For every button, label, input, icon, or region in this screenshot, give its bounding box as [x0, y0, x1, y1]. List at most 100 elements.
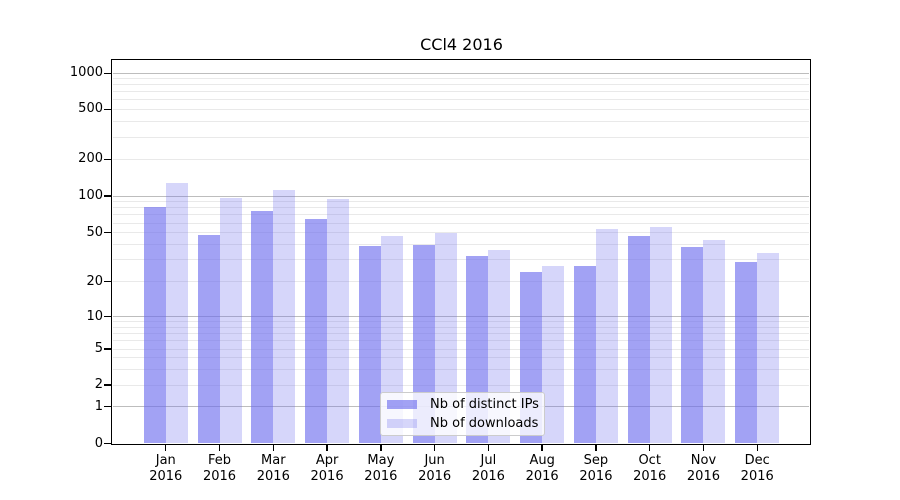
y-tick-mark — [104, 348, 111, 350]
bar-distinct-ips-dec — [735, 261, 758, 443]
y-gridline-minor — [113, 207, 809, 209]
y-tick-label: 2 — [94, 377, 103, 392]
x-tick-label: Apr 2016 — [310, 453, 344, 484]
y-gridline-minor — [113, 232, 809, 234]
legend-label-distinct-ips: Nb of distinct IPs — [430, 397, 539, 413]
y-gridline-minor — [113, 332, 809, 334]
bar-downloads-may — [380, 235, 403, 443]
y-gridline-major — [113, 195, 809, 197]
x-tick-mark — [326, 445, 328, 451]
x-tick-mark — [165, 445, 167, 451]
x-tick-label: Aug 2016 — [525, 453, 559, 484]
x-tick-mark — [272, 445, 274, 451]
bar-downloads-mar — [273, 189, 296, 443]
bar-downloads-aug — [542, 265, 565, 443]
y-gridline-minor — [113, 158, 809, 160]
y-gridline-minor — [113, 91, 809, 93]
y-gridline-minor — [113, 99, 809, 101]
y-gridline-minor — [113, 201, 809, 203]
x-tick-mark — [541, 445, 543, 451]
y-gridline-minor — [113, 281, 809, 282]
y-gridline-minor — [113, 78, 809, 80]
y-tick-mark — [104, 108, 111, 110]
bar-downloads-nov — [703, 239, 726, 443]
y-tick-label: 100 — [78, 188, 103, 203]
legend-swatch-downloads — [387, 418, 417, 428]
legend-label-downloads: Nb of downloads — [430, 415, 539, 431]
bar-distinct-ips-nov — [681, 247, 704, 443]
y-gridline-minor — [113, 120, 809, 122]
bar-downloads-feb — [219, 198, 242, 443]
y-tick-label: 500 — [78, 101, 103, 117]
y-gridline-minor — [113, 348, 809, 350]
y-tick-label: 5 — [94, 341, 103, 356]
y-gridline-minor — [113, 259, 809, 261]
x-tick-label: Dec 2016 — [740, 453, 774, 484]
y-gridline-minor — [113, 340, 809, 341]
bar-downloads-sep — [595, 228, 618, 443]
y-tick-mark — [104, 316, 111, 318]
x-tick-label: May 2016 — [364, 453, 398, 484]
x-tick-mark — [433, 445, 436, 451]
bar-downloads-dec — [757, 253, 780, 443]
y-gridline-minor — [113, 357, 809, 359]
x-tick-label: Oct 2016 — [633, 453, 667, 484]
x-tick-label: Sep 2016 — [579, 453, 613, 484]
bar-distinct-ips-oct — [627, 235, 650, 443]
y-tick-label: 0 — [94, 435, 103, 451]
y-gridline-minor — [113, 214, 809, 216]
y-tick-mark — [104, 232, 111, 234]
y-tick-mark — [104, 195, 111, 197]
legend: Nb of distinct IPs Nb of downloads — [380, 392, 545, 436]
y-gridline-minor — [113, 222, 809, 224]
y-tick-label: 200 — [78, 151, 103, 167]
x-tick-label: Feb 2016 — [202, 453, 237, 484]
legend-swatch-distinct-ips — [387, 400, 417, 410]
y-gridline-major — [113, 72, 809, 74]
x-tick-mark — [380, 445, 382, 451]
y-tick-label: 1 — [94, 398, 103, 414]
bar-downloads-apr — [327, 198, 350, 443]
x-tick-label: Jun 2016 — [418, 453, 452, 484]
y-tick-label: 20 — [86, 273, 103, 289]
y-gridline-minor — [113, 84, 809, 86]
x-tick-mark — [648, 445, 651, 451]
x-tick-mark — [756, 445, 758, 451]
x-tick-mark — [702, 445, 705, 451]
y-gridline-major — [113, 316, 809, 318]
bar-downloads-jan — [165, 183, 188, 443]
y-tick-mark — [104, 72, 111, 74]
bar-distinct-ips-jan — [143, 206, 166, 443]
y-gridline-minor — [113, 321, 809, 323]
bar-distinct-ips-may — [358, 245, 381, 443]
y-gridline-minor — [113, 108, 809, 110]
legend-row-downloads: Nb of downloads — [387, 414, 538, 432]
y-tick-label: 50 — [86, 224, 103, 240]
bar-distinct-ips-mar — [251, 211, 274, 443]
x-tick-label: Jan 2016 — [149, 453, 183, 484]
x-tick-label: Jul 2016 — [471, 453, 505, 484]
bar-distinct-ips-sep — [573, 265, 596, 443]
x-tick-mark — [595, 445, 597, 451]
bar-distinct-ips-feb — [197, 234, 220, 443]
x-tick-label: Nov 2016 — [686, 453, 720, 484]
bar-distinct-ips-apr — [305, 218, 328, 443]
y-gridline-minor — [113, 326, 809, 328]
y-tick-label: 10 — [86, 308, 103, 324]
x-tick-label: Mar 2016 — [256, 453, 290, 484]
bar-downloads-jun — [434, 232, 457, 443]
x-tick-mark — [487, 445, 490, 451]
y-gridline-minor — [113, 368, 809, 370]
y-tick-mark — [104, 384, 111, 386]
x-tick-mark — [218, 445, 221, 451]
y-tick-mark — [104, 406, 111, 408]
y-tick-mark — [104, 158, 111, 160]
bar-downloads-oct — [649, 226, 672, 443]
y-tick-label: 1000 — [69, 65, 103, 81]
y-tick-mark — [104, 442, 111, 445]
y-gridline-minor — [113, 136, 809, 138]
chart-title: CCl4 2016 — [420, 35, 503, 54]
y-tick-mark — [104, 280, 111, 283]
y-gridline-minor — [113, 384, 809, 386]
